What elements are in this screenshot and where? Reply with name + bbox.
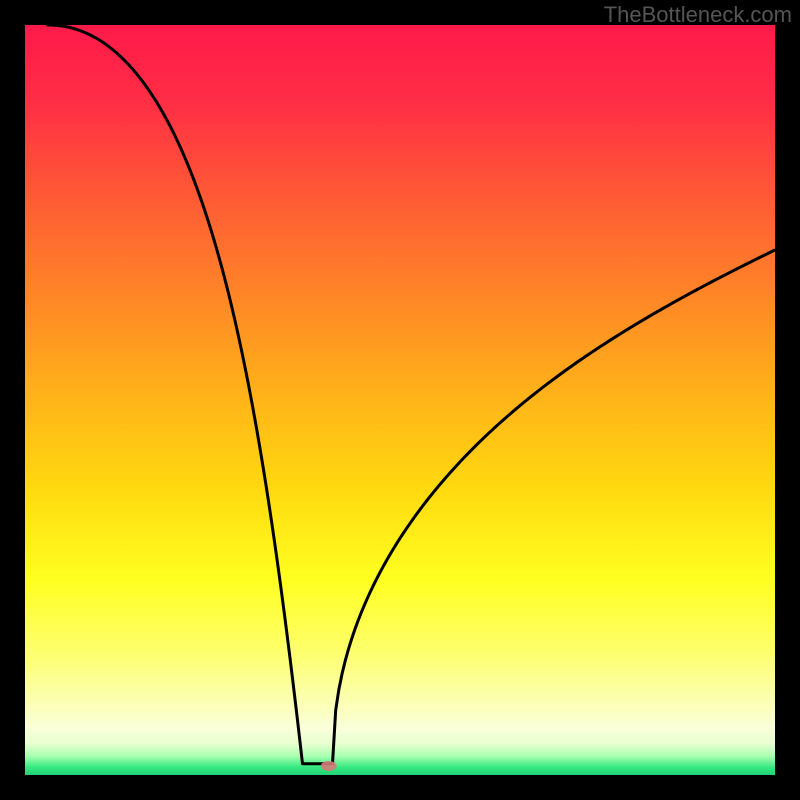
bottleneck-chart — [25, 25, 775, 775]
chart-background — [25, 25, 775, 775]
watermark-text: TheBottleneck.com — [604, 2, 792, 28]
optimal-point-marker — [321, 761, 337, 771]
